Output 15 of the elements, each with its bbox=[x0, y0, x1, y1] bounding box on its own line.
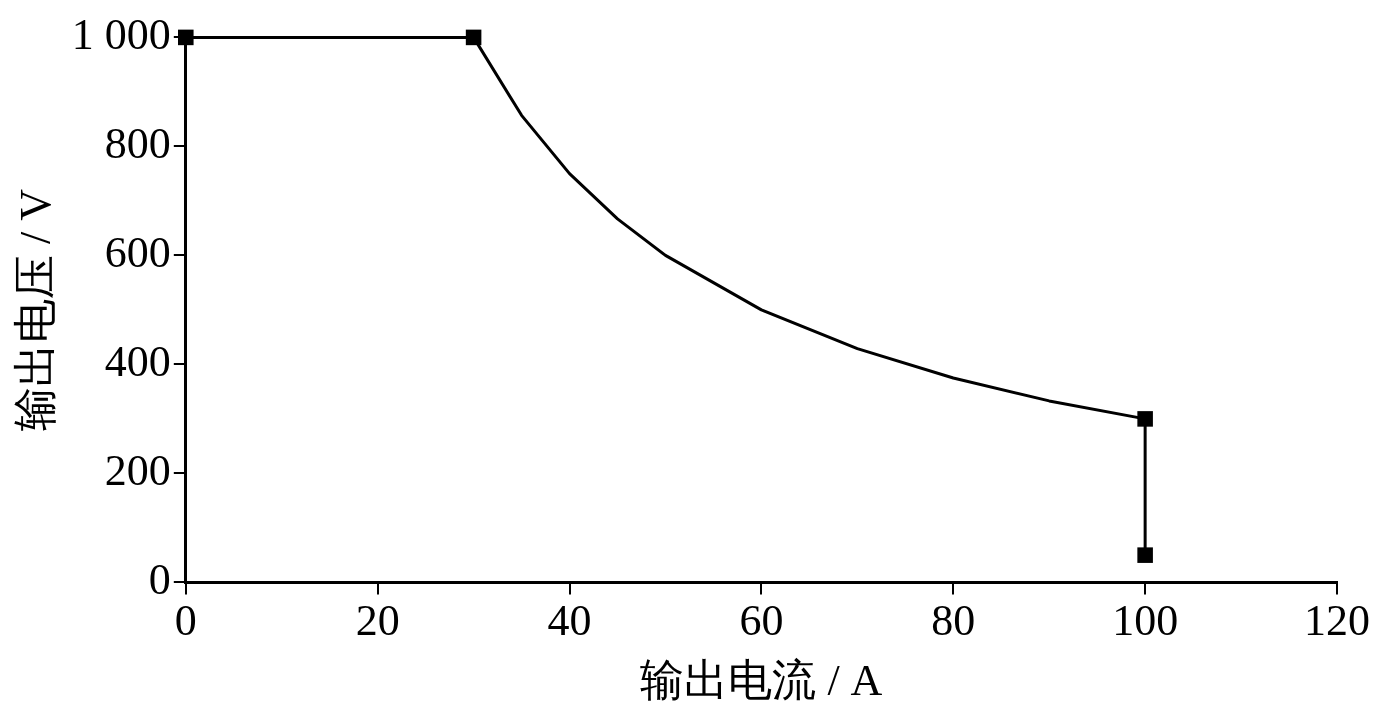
x-axis-title: 输出电流 / A bbox=[640, 656, 883, 706]
x-tick-label: 60 bbox=[739, 596, 784, 646]
x-tick-label: 80 bbox=[931, 596, 976, 646]
x-tick-label: 120 bbox=[1304, 596, 1370, 646]
x-tick-label: 20 bbox=[355, 596, 400, 646]
x-tick-label: 100 bbox=[1112, 596, 1179, 646]
x-tick-label: 40 bbox=[547, 596, 592, 646]
point bbox=[1137, 547, 1153, 563]
y-axis-title: 输出电压 / V bbox=[10, 188, 60, 431]
y-tick-label: 400 bbox=[104, 336, 171, 386]
y-tick-label: 0 bbox=[148, 554, 171, 604]
y-tick-label: 1 000 bbox=[71, 9, 171, 59]
y-tick-label: 800 bbox=[104, 118, 171, 168]
y-tick-label: 600 bbox=[104, 227, 171, 277]
y-tick-label: 200 bbox=[104, 445, 171, 495]
